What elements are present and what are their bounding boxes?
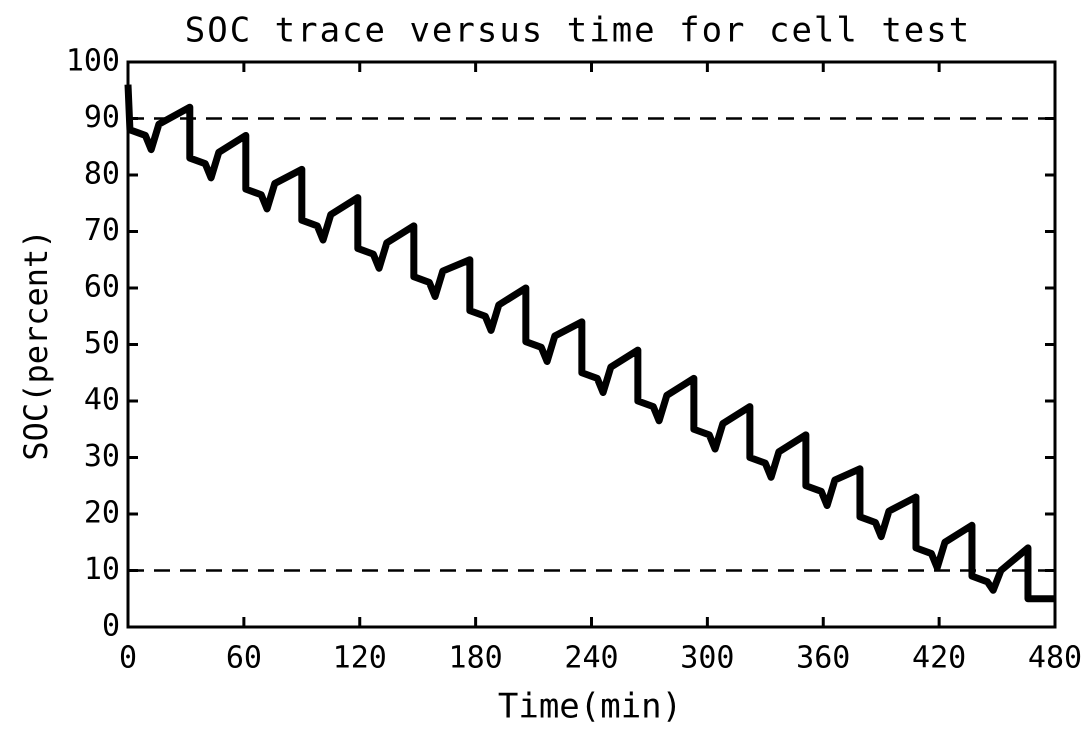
chart-title: SOC trace versus time for cell test (185, 11, 971, 51)
y-axis-label: SOC(percent) (17, 229, 55, 460)
x-tick-label: 360 (796, 641, 850, 676)
x-tick-label: 0 (119, 641, 137, 676)
y-tick-label: 10 (84, 552, 120, 587)
y-tick-label: 0 (102, 609, 120, 644)
y-tick-label: 20 (84, 496, 120, 531)
y-tick-label: 40 (84, 383, 120, 418)
y-tick-label: 100 (66, 44, 120, 79)
x-tick-label: 480 (1028, 641, 1082, 676)
y-tick-label: 50 (84, 326, 120, 361)
y-tick-label: 30 (84, 439, 120, 474)
y-tick-label: 70 (84, 213, 120, 248)
x-axis-label: Time(min) (498, 687, 682, 727)
x-tick-label: 240 (564, 641, 618, 676)
y-tick-label: 90 (84, 100, 120, 135)
data-line (124, 84, 1055, 603)
plot-frame (126, 60, 1057, 629)
x-tick-label: 300 (680, 641, 734, 676)
y-tick-label: 60 (84, 270, 120, 305)
y-tick-label: 80 (84, 157, 120, 192)
x-tick-label: 420 (912, 641, 966, 676)
x-tick-label: 60 (226, 641, 262, 676)
x-tick-label: 120 (333, 641, 387, 676)
x-tick-label: 180 (449, 641, 503, 676)
